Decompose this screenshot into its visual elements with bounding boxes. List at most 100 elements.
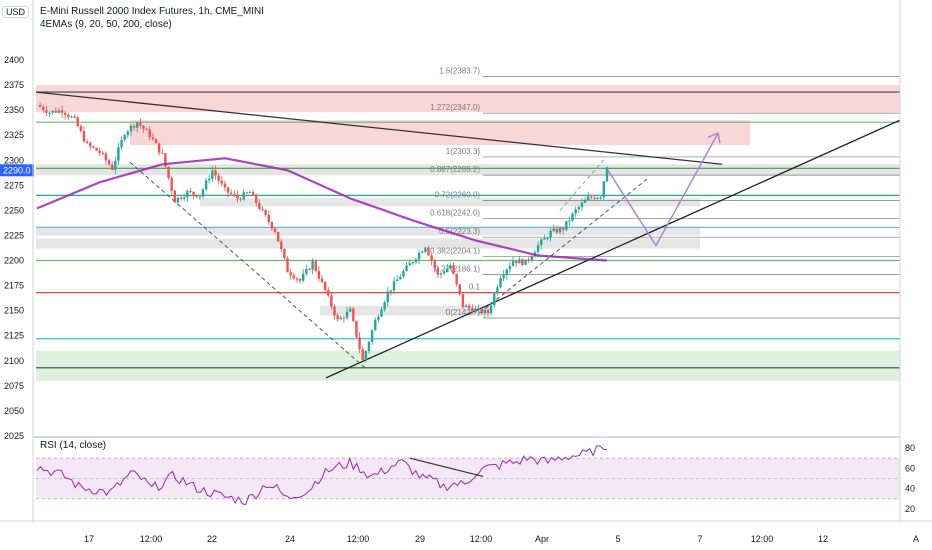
candle-body xyxy=(233,194,236,196)
candle-body xyxy=(436,268,440,275)
candle-body xyxy=(518,259,521,264)
candle-body xyxy=(455,273,458,285)
indicator-label[interactable]: 4EMAs (9, 20, 50, 200, close) xyxy=(40,19,172,30)
candle-body xyxy=(421,251,424,253)
candle-body xyxy=(308,268,311,270)
candle-body xyxy=(311,261,314,270)
fib-label: 0.5(2223.3) xyxy=(439,227,480,236)
rsi-label[interactable]: RSI (14, close) xyxy=(40,440,107,451)
candle-body xyxy=(336,315,339,320)
candle-body xyxy=(245,192,249,194)
candle-body xyxy=(380,309,383,317)
y-tick-label: 2150 xyxy=(4,306,24,316)
candle-body xyxy=(132,125,136,128)
candle-body xyxy=(280,241,283,250)
auto-scale-button[interactable]: A xyxy=(913,534,919,544)
horizontal-levels xyxy=(36,91,900,369)
candle-body xyxy=(596,197,599,199)
candle-body xyxy=(546,237,549,239)
candle-body xyxy=(333,306,336,316)
candle-body xyxy=(45,110,48,113)
candle-body xyxy=(599,197,602,199)
candle-body xyxy=(182,197,186,199)
candle-body xyxy=(136,122,139,128)
candle-body xyxy=(430,255,433,262)
y-tick-label: 2400 xyxy=(4,55,24,65)
candle-body xyxy=(198,196,202,198)
ema-200-line xyxy=(36,157,608,262)
candle-body xyxy=(92,146,95,148)
candle-body xyxy=(408,263,411,266)
x-tick-label: 29 xyxy=(415,534,425,544)
candle-body xyxy=(273,228,277,232)
currency-badge[interactable]: USD xyxy=(2,6,30,18)
x-tick-label: 12:00 xyxy=(751,534,774,544)
zone-box xyxy=(36,238,700,249)
candle-body xyxy=(499,278,502,288)
candle-body xyxy=(439,273,443,275)
candle-body xyxy=(577,207,581,210)
y-tick-label: 2125 xyxy=(4,331,24,341)
candle-body xyxy=(561,227,565,230)
candle-body xyxy=(161,152,164,154)
candle-body xyxy=(511,261,515,266)
candle-body xyxy=(502,274,505,279)
candle-body xyxy=(186,190,189,198)
price-tag[interactable] xyxy=(0,164,34,177)
candle-body xyxy=(236,194,239,199)
candle-body xyxy=(389,290,393,292)
candle-body xyxy=(214,170,217,176)
candle-body xyxy=(402,271,405,277)
zone-box xyxy=(130,120,750,146)
fib-label: 1.5(2383.7) xyxy=(439,66,480,75)
candle-body xyxy=(170,177,173,191)
candle-body xyxy=(558,227,562,233)
candle-body xyxy=(292,275,296,279)
x-tick-label: 22 xyxy=(207,534,217,544)
candle-body xyxy=(264,209,267,215)
y-tick-label: 2200 xyxy=(4,256,24,266)
candle-body xyxy=(229,192,233,195)
y-tick-label: 2100 xyxy=(4,356,24,366)
candle-body xyxy=(348,308,352,312)
y-tick-label: 2375 xyxy=(4,80,24,90)
candle-body xyxy=(414,259,418,263)
rsi-tick-label: 40 xyxy=(905,484,915,494)
candle-body xyxy=(508,265,512,270)
trendline xyxy=(325,119,901,379)
trendline xyxy=(35,91,723,165)
x-tick-label: Apr xyxy=(535,534,549,544)
fib-label: 0.887(2285.2) xyxy=(430,165,480,174)
rsi-pane: 80 60 40 20 xyxy=(36,443,915,514)
candle-body xyxy=(201,189,205,197)
candle-body xyxy=(392,281,396,291)
candle-body xyxy=(258,203,261,209)
candle-body xyxy=(452,265,455,274)
candle-body xyxy=(489,305,493,314)
y-tick-label: 2075 xyxy=(4,381,24,391)
candle-body xyxy=(164,153,167,167)
chart-title: E-Mini Russell 2000 Index Futures, 1h, C… xyxy=(40,6,264,17)
candle-body xyxy=(524,259,527,265)
candle-body xyxy=(101,152,104,154)
candle-body xyxy=(399,276,402,280)
candle-body xyxy=(117,147,120,161)
candle-body xyxy=(549,230,552,238)
candle-body xyxy=(295,278,299,280)
candle-body xyxy=(129,125,133,132)
candle-body xyxy=(605,167,609,182)
candle-body xyxy=(208,178,211,181)
candle-body xyxy=(446,268,449,273)
candle-body xyxy=(339,317,342,320)
y-tick-label: 2275 xyxy=(4,180,24,190)
y-tick-label: 2300 xyxy=(4,155,24,165)
candle-body xyxy=(527,259,530,261)
trendline xyxy=(479,177,649,314)
candle-body xyxy=(314,261,317,271)
candle-body xyxy=(220,180,223,184)
candle-body xyxy=(358,337,361,350)
candle-body xyxy=(424,247,427,252)
fib-label: 1(2303.3) xyxy=(446,147,481,156)
fib-label: 0.618(2242.0) xyxy=(430,208,480,217)
